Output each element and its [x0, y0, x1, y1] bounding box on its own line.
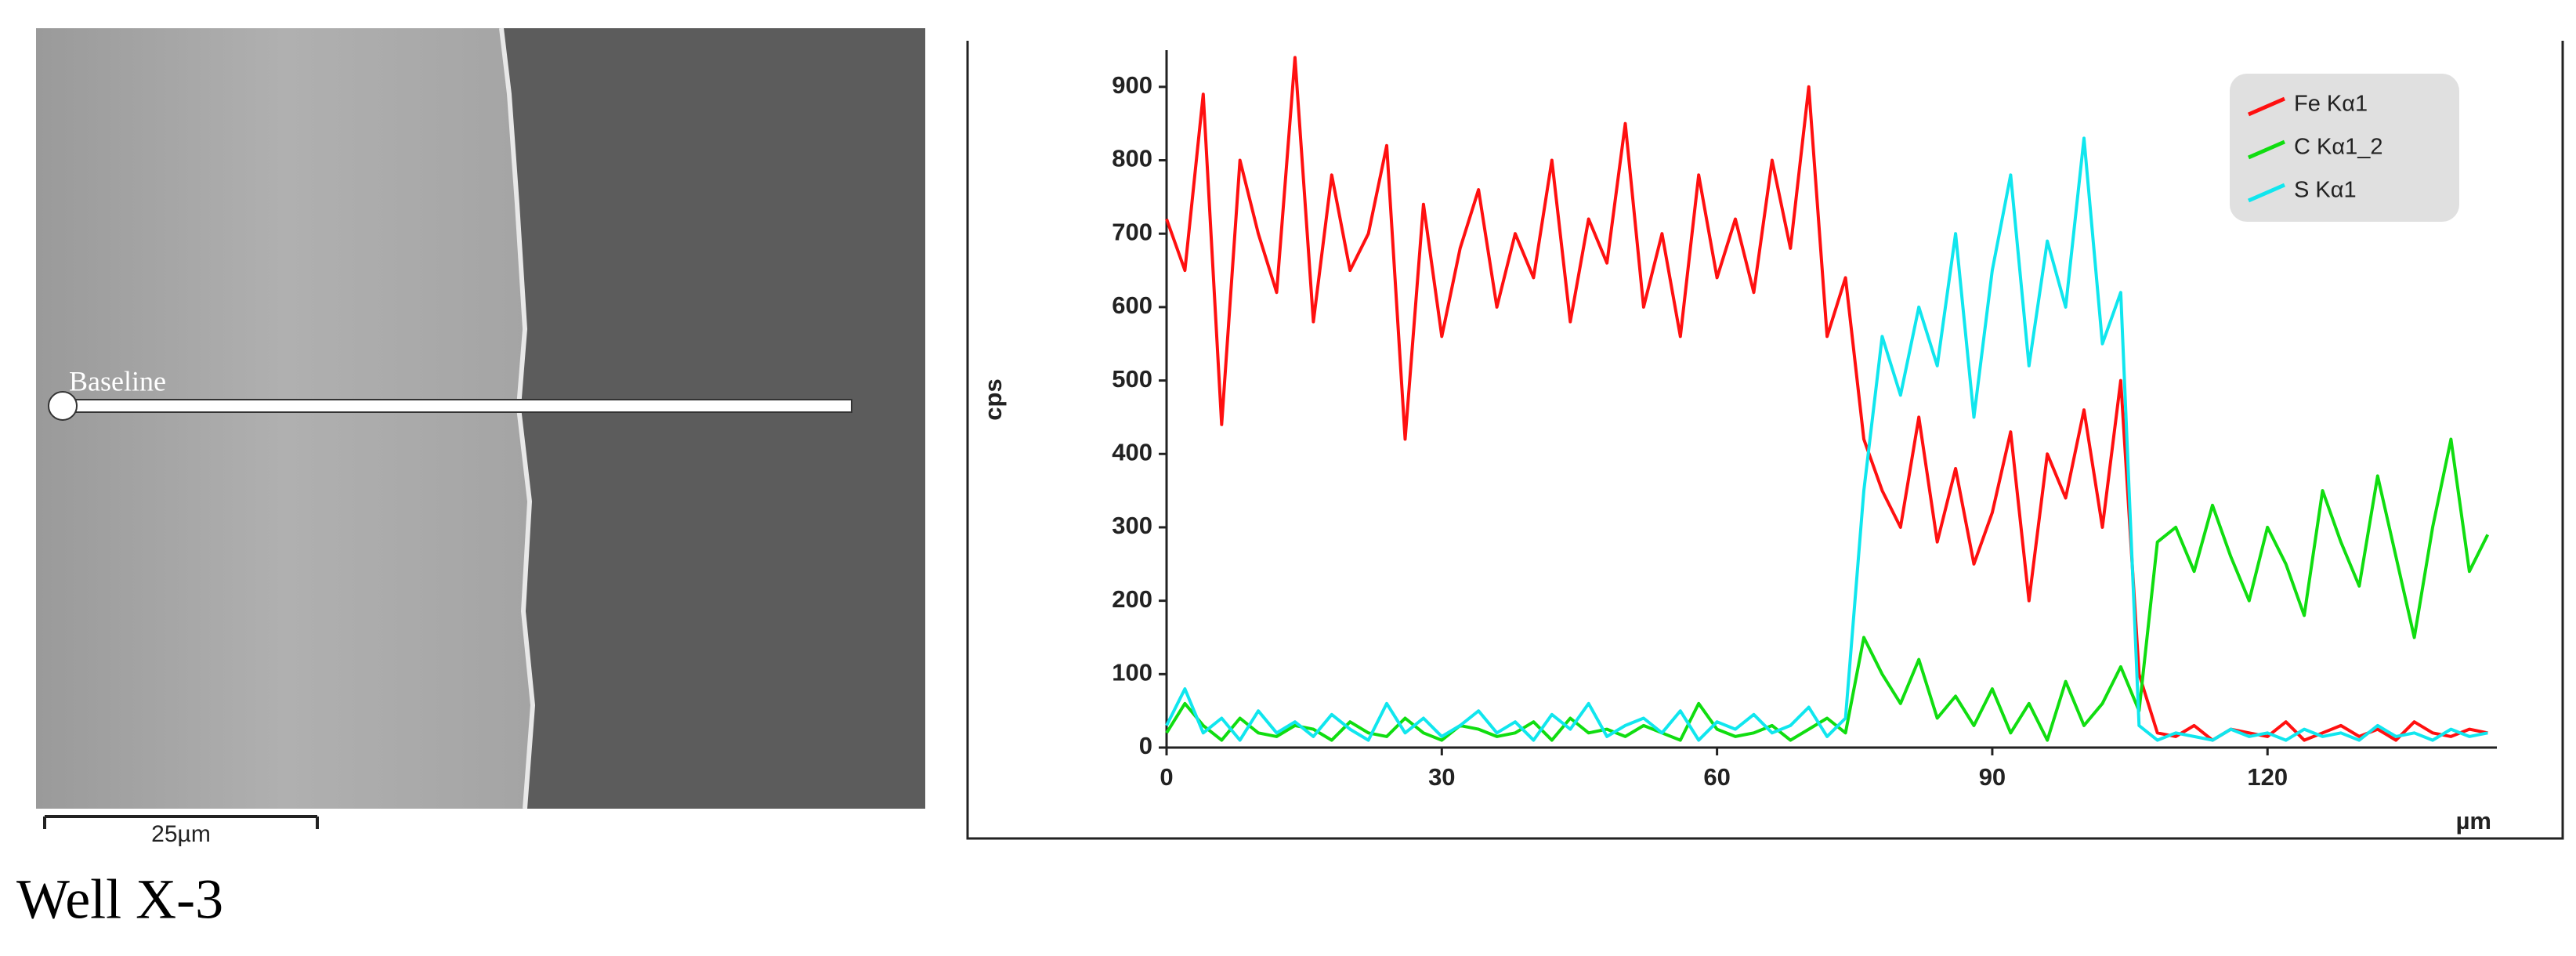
chart-frame: [966, 41, 2564, 840]
sem-metal: [36, 28, 533, 809]
y-tick-label: 0: [1139, 732, 1152, 759]
legend-swatch: [2248, 183, 2285, 203]
legend-swatch: [2248, 96, 2285, 117]
legend-label: S Kα1: [2294, 178, 2357, 203]
sem-image: Baseline: [36, 27, 925, 809]
legend-label: C Kα1_2: [2294, 135, 2383, 160]
legend-box: [2230, 74, 2459, 222]
scale-label: 25µm: [151, 821, 211, 847]
y-tick-label: 700: [1112, 218, 1152, 245]
x-tick-label: 90: [1979, 763, 2006, 791]
x-tick-label: 0: [1160, 763, 1173, 791]
scale-bar: 25µm: [43, 815, 319, 847]
series-line: [1165, 437, 2490, 742]
y-axis-label: cps: [979, 378, 1007, 420]
legend-swatch: [2248, 139, 2285, 160]
y-tick-label: 200: [1112, 585, 1152, 613]
series-line: [1165, 136, 2488, 742]
image-label: Baseline: [69, 365, 166, 397]
caption: Well X-3: [16, 868, 223, 931]
x-tick-label: 120: [2247, 763, 2288, 791]
x-axis-label: µm: [2456, 807, 2491, 835]
y-tick-label: 500: [1112, 365, 1152, 393]
y-tick-label: 300: [1112, 512, 1152, 539]
baseline-start: [48, 391, 78, 421]
y-tick-label: 600: [1112, 292, 1152, 319]
y-tick-label: 800: [1112, 145, 1152, 172]
series-line: [1165, 56, 2488, 742]
legend: Fe Kα1 C Kα1_2 S Kα1: [2230, 74, 2459, 222]
legend-label: Fe Kα1: [2294, 92, 2368, 117]
x-tick-label: 60: [1703, 763, 1730, 791]
baseline-bar: [62, 399, 852, 413]
y-tick-label: 900: [1112, 71, 1152, 99]
y-tick-label: 400: [1112, 438, 1152, 465]
y-tick-label: 100: [1112, 659, 1152, 686]
x-tick-label: 30: [1428, 763, 1455, 791]
